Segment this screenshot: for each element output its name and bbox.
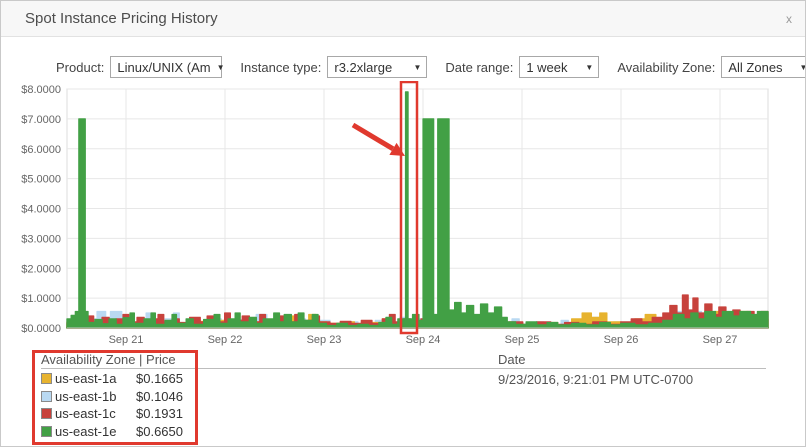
x-tick-label: Sep 24	[406, 334, 441, 346]
legend-zone-price: $0.6650	[136, 424, 183, 440]
x-tick-label: Sep 23	[307, 334, 342, 346]
instance-type-label: Instance type:	[240, 59, 322, 75]
y-tick-label: $0.0000	[21, 323, 61, 335]
y-tick-label: $3.0000	[21, 233, 61, 245]
x-tick-label: Sep 26	[604, 334, 639, 346]
y-tick-label: $4.0000	[21, 204, 61, 216]
product-label: Product:	[56, 59, 105, 75]
availability-zone-group: Availability Zone: All Zones ▼	[617, 56, 805, 78]
product-select-value: Linux/UNIX (Am	[117, 59, 211, 75]
annotation-arrow-shaft	[351, 122, 395, 151]
date-range-select-value: 1 week	[526, 59, 568, 75]
date-range-group: Date range: 1 week ▼	[445, 56, 600, 78]
us-east-1e-series	[66, 91, 769, 329]
dialog-title: Spot Instance Pricing History	[25, 10, 218, 27]
legend-zone-name: us-east-1e	[55, 424, 117, 440]
legend-header: Availability Zone | Price	[41, 352, 176, 367]
close-icon[interactable]: x	[786, 12, 792, 26]
instance-type-select-value: r3.2xlarge	[334, 59, 393, 75]
x-tick-label: Sep 21	[109, 334, 144, 346]
y-tick-label: $7.0000	[21, 114, 61, 126]
legend-item-us-east-1e[interactable]: us-east-1e $0.6650	[41, 423, 183, 441]
legend-zone-price: $0.1931	[136, 406, 183, 422]
legend-swatch-us-east-1a	[41, 373, 52, 385]
dropdown-caret-icon: ▼	[216, 62, 225, 72]
highlight-annotation-rect	[399, 80, 419, 335]
availability-zone-select[interactable]: All Zones ▼	[721, 56, 805, 78]
legend-item-us-east-1b[interactable]: us-east-1b $0.1046	[41, 388, 183, 406]
pricing-chart: $8.0000 $7.0000 $6.0000 $5.0000 $4.0000 $3.00…	[1, 80, 805, 351]
availability-zone-label: Availability Zone:	[617, 59, 716, 75]
y-tick-label: $5.0000	[21, 174, 61, 186]
legend-swatch-us-east-1c	[41, 408, 52, 420]
legend-swatch-us-east-1b	[41, 390, 52, 402]
date-range-select[interactable]: 1 week ▼	[519, 56, 600, 78]
dropdown-caret-icon: ▼	[413, 62, 422, 72]
legend-swatch-us-east-1e	[41, 426, 52, 438]
legend-item-us-east-1a[interactable]: us-east-1a $0.1665	[41, 370, 183, 388]
legend-zone-price: $0.1046	[136, 388, 183, 404]
y-tick-label: $8.0000	[21, 84, 61, 96]
dropdown-caret-icon: ▼	[585, 62, 594, 72]
date-axis-header: Date	[498, 352, 526, 367]
legend-zone-price: $0.1665	[136, 371, 183, 387]
dialog-titlebar: Spot Instance Pricing History x	[1, 1, 805, 37]
legend-zone-name: us-east-1a	[55, 371, 117, 387]
legend-annotation-rect	[32, 350, 198, 445]
product-select[interactable]: Linux/UNIX (Am ▼	[110, 56, 225, 78]
filter-controls: Product: Linux/UNIX (Am ▼ Instance type:…	[56, 56, 805, 78]
availability-zone-select-value: All Zones	[728, 59, 783, 75]
annotation-arrow-head	[389, 142, 405, 156]
x-tick-label: Sep 22	[208, 334, 243, 346]
legend-zone-name: us-east-1b	[55, 388, 117, 404]
pricing-chart-svg: $8.0000 $7.0000 $6.0000 $5.0000 $4.0000 $3.00…	[21, 80, 769, 346]
date-range-label: Date range:	[445, 59, 514, 75]
legend: us-east-1a $0.1665 us-east-1b $0.1046 us…	[41, 370, 183, 440]
table-divider	[41, 368, 766, 369]
dropdown-caret-icon: ▼	[799, 63, 805, 72]
y-tick-label: $2.0000	[21, 263, 61, 275]
product-group: Product: Linux/UNIX (Am ▼	[56, 56, 225, 78]
instance-type-group: Instance type: r3.2xlarge ▼	[240, 56, 428, 78]
cursor-date-value: 9/23/2016, 9:21:01 PM UTC-0700	[498, 372, 694, 387]
legend-item-us-east-1c[interactable]: us-east-1c $0.1931	[41, 405, 183, 423]
y-tick-label: $6.0000	[21, 144, 61, 156]
y-tick-label: $1.0000	[21, 293, 61, 305]
legend-zone-name: us-east-1c	[55, 406, 116, 422]
x-tick-label: Sep 25	[505, 334, 540, 346]
x-tick-label: Sep 27	[703, 334, 738, 346]
instance-type-select[interactable]: r3.2xlarge ▼	[327, 56, 428, 78]
